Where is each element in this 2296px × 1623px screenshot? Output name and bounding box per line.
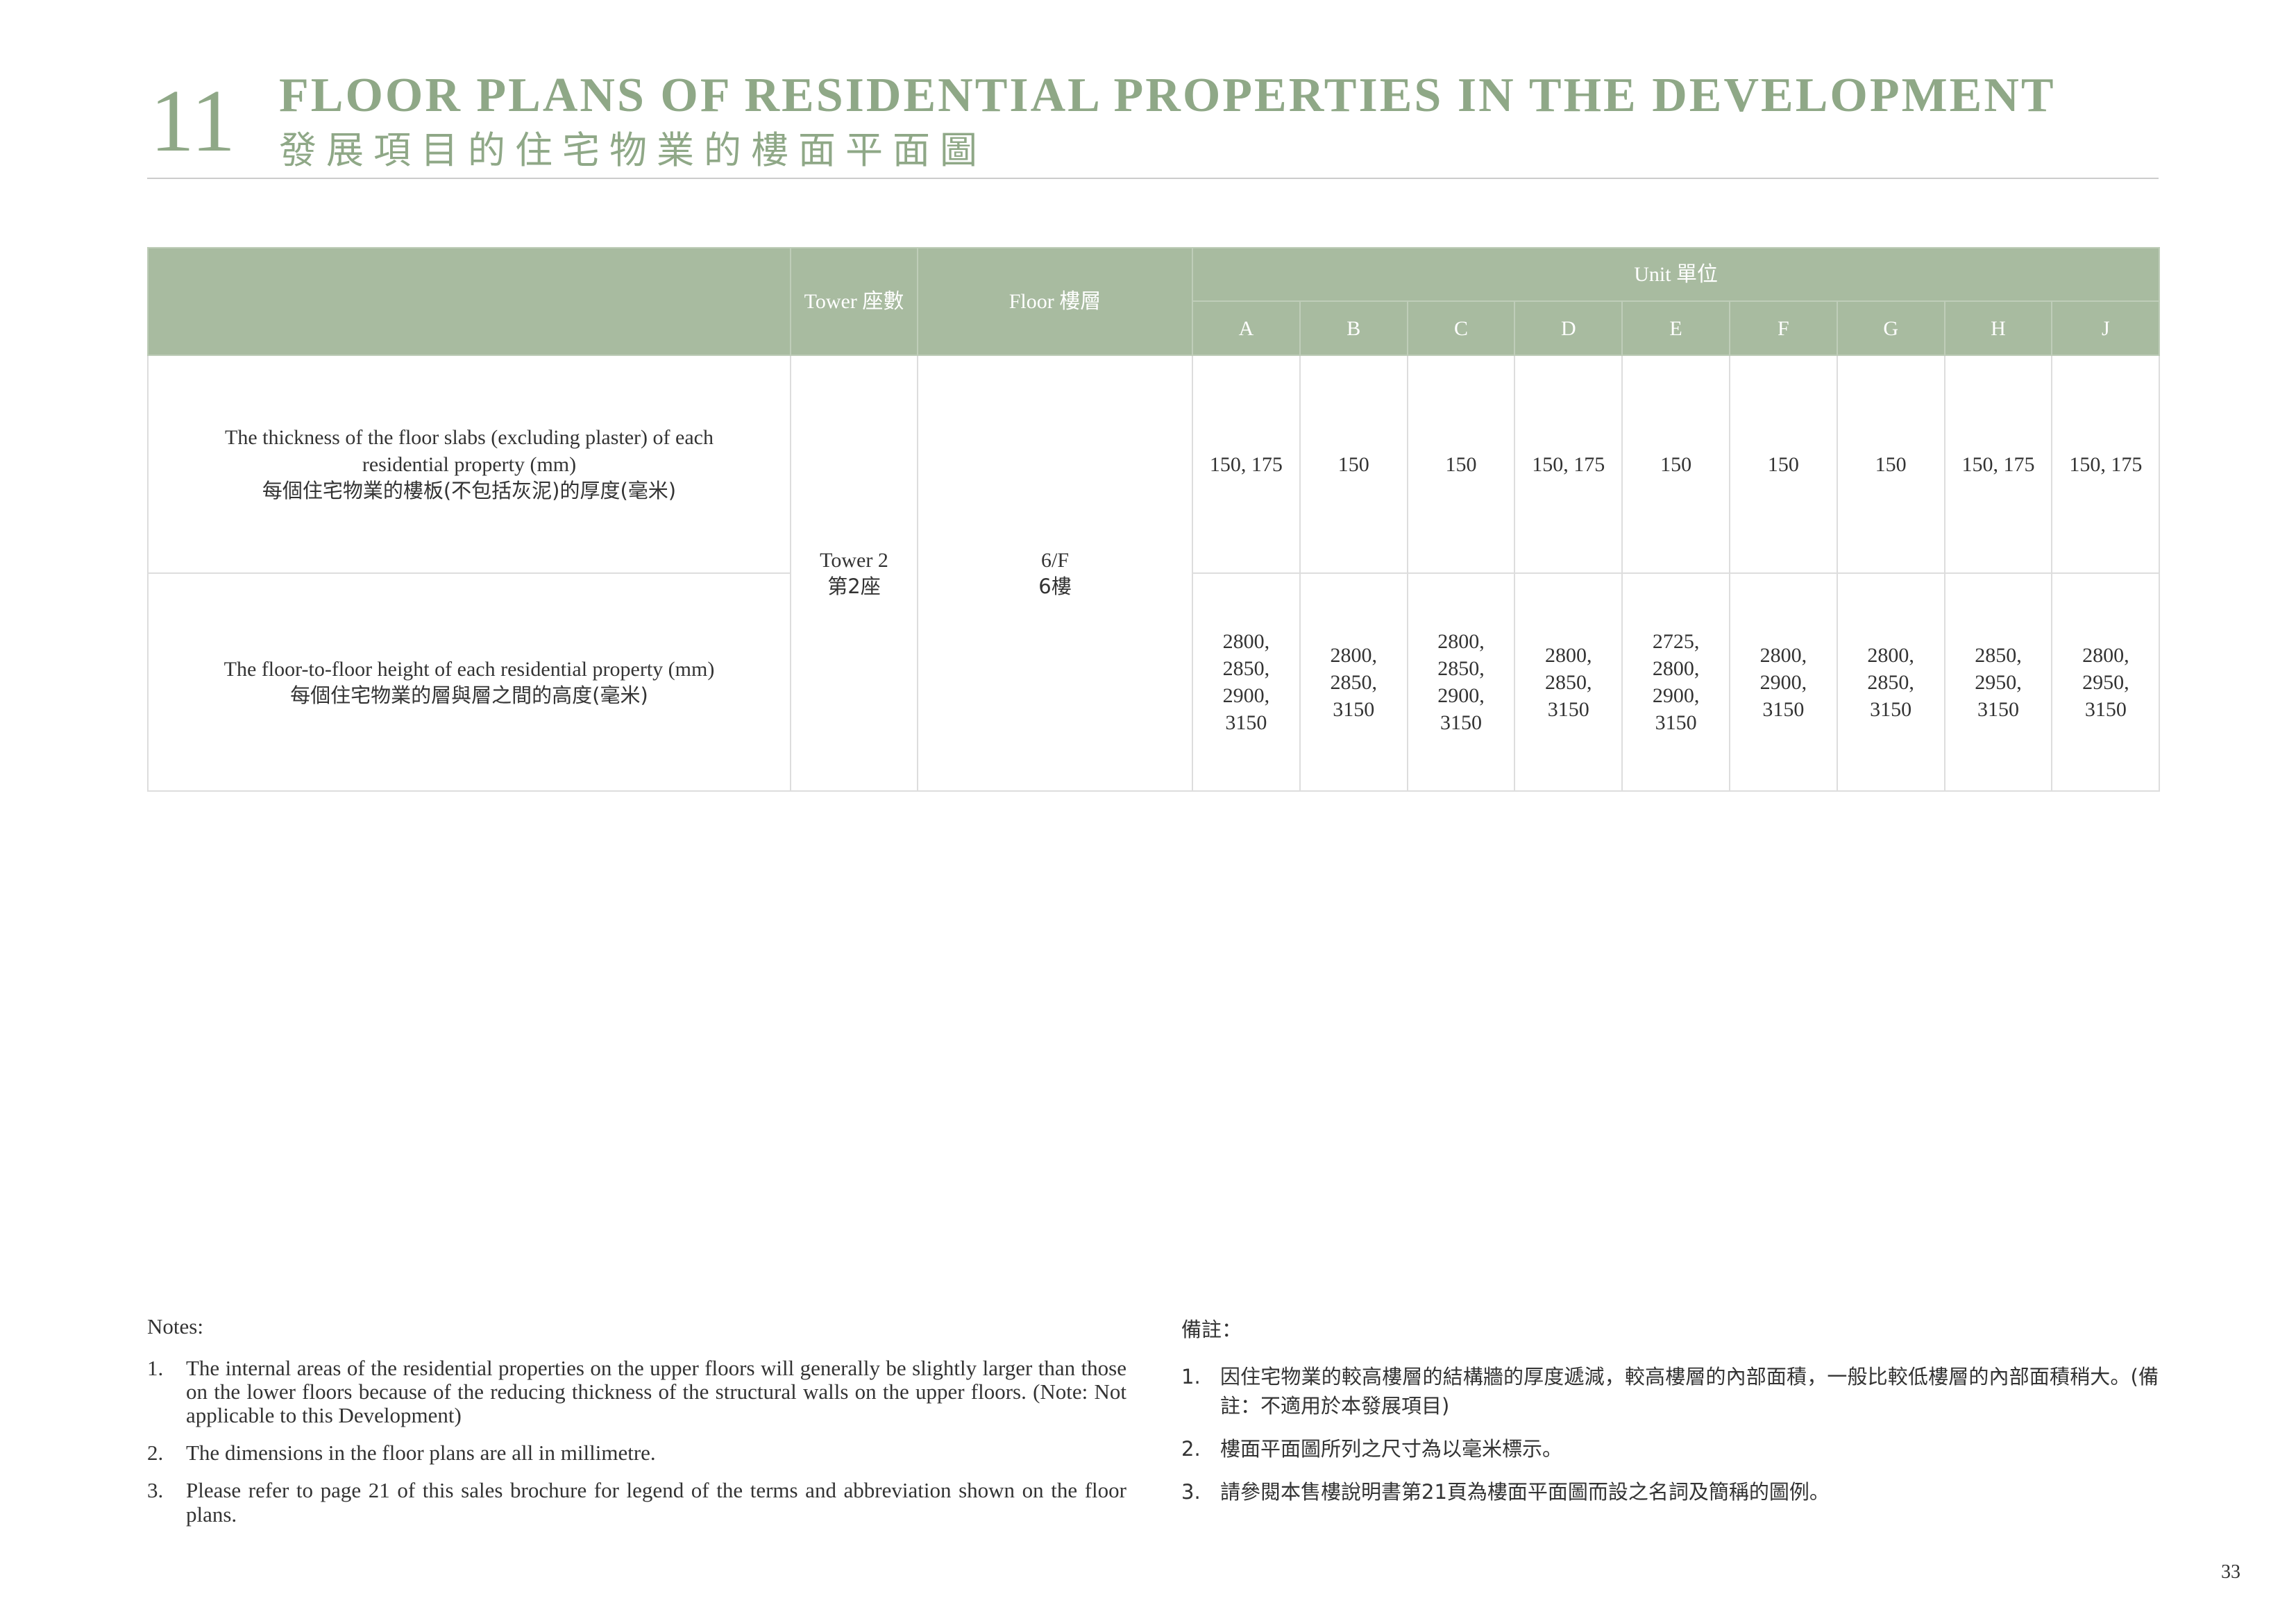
value-cell: 2800, 2850, 3150 <box>1514 572 1623 792</box>
notes-title: Notes: <box>147 1314 203 1339</box>
body-row: The thickness of the floor slabs (exclud… <box>147 355 2161 792</box>
note-item: 1. 因住宅物業的較高樓層的結構牆的厚度遞減，較高樓層的內部面積，一般比較低樓層的… <box>1181 1362 2159 1420</box>
note-text: The dimensions in the floor plans are al… <box>186 1441 656 1465</box>
notes-title: 備註： <box>1181 1318 1242 1341</box>
note-item: 2. The dimensions in the floor plans are … <box>147 1441 1126 1465</box>
title-zh: 發展項目的住宅物業的樓面平面圖 <box>279 128 987 172</box>
value-cell: 150 <box>1406 355 1516 574</box>
note-item: 3. 請參閱本售樓說明書第21頁為樓面平面圖而設之名詞及簡稱的圖例。 <box>1181 1477 2159 1506</box>
row-label: The thickness of the floor slabs (exclud… <box>147 355 791 574</box>
section-number: 11 <box>150 71 236 170</box>
page-number: 33 <box>2221 1561 2240 1583</box>
value-cell: 2725, 2800, 2900, 3150 <box>1621 572 1730 792</box>
row-label-zh: 每個住宅物業的樓板(不包括灰泥)的厚度(毫米) <box>262 479 677 503</box>
unit-header: B <box>1299 300 1408 356</box>
value-cell: 2800, 2850, 3150 <box>1836 572 1945 792</box>
header-cell: Unit 單位 <box>1191 247 2161 302</box>
note-item: 2. 樓面平面圖所列之尺寸為以毫米標示。 <box>1181 1434 2159 1463</box>
value-cell: 2800, 2850, 2900, 3150 <box>1406 572 1516 792</box>
value-cell: 2850, 2950, 3150 <box>1943 572 2053 792</box>
unit-header: G <box>1836 300 1945 356</box>
row-label-en: The floor-to-floor height of each reside… <box>223 657 715 681</box>
header-rule <box>147 178 2159 179</box>
value-cell: 150, 175 <box>1514 355 1623 574</box>
value-cell: 150, 175 <box>2051 355 2161 574</box>
header-cell: Floor 樓層 <box>917 247 1193 356</box>
unit-header: H <box>1943 300 2053 356</box>
tower-en: Tower 2 <box>820 548 888 572</box>
note-item: 3. Please refer to page 21 of this sales … <box>147 1479 1126 1526</box>
value-cell: 2800, 2950, 3150 <box>2051 572 2161 792</box>
unit-header: J <box>2051 300 2161 356</box>
value-cell: 150, 175 <box>1943 355 2053 574</box>
unit-header: D <box>1514 300 1623 356</box>
unit-header: E <box>1621 300 1730 356</box>
title-en: FLOOR PLANS OF RESIDENTIAL PROPERTIES IN… <box>279 69 2056 122</box>
table-body: The thickness of the floor slabs (exclud… <box>147 355 2161 792</box>
note-text: Please refer to page 21 of this sales br… <box>186 1478 1126 1527</box>
tower-zh: 第2座 <box>827 574 881 598</box>
row-label-zh: 每個住宅物業的層與層之間的高度(毫米) <box>290 683 648 707</box>
body-row: The floor-to-floor height of each reside… <box>147 572 2161 792</box>
value-cell: 150 <box>1621 355 1730 574</box>
unit-header: C <box>1406 300 1516 356</box>
floor-zh: 6樓 <box>1038 574 1072 598</box>
notes-en: Notes: 1. The internal areas of the resid… <box>147 1314 1126 1540</box>
unit-header: A <box>1192 300 1301 356</box>
header-cell <box>147 247 791 356</box>
value-cell: 2800, 2900, 3150 <box>1728 572 1838 792</box>
floor-cell: 6/F 6樓 <box>917 355 1193 792</box>
note-number: 2. <box>147 1441 164 1465</box>
floor-en: 6/F <box>1040 548 1070 572</box>
note-number: 1. <box>1181 1365 1201 1389</box>
note-number: 3. <box>1181 1480 1201 1504</box>
value-cell: 150 <box>1728 355 1838 574</box>
row-label-en: The thickness of the floor slabs (exclud… <box>225 426 714 477</box>
value-cell: 2800, 2850, 2900, 3150 <box>1192 572 1301 792</box>
note-text: 請參閱本售樓說明書第21頁為樓面平面圖而設之名詞及簡稱的圖例。 <box>1220 1480 1830 1504</box>
value-cell: 2800, 2850, 3150 <box>1299 572 1408 792</box>
value-cell: 150 <box>1836 355 1945 574</box>
note-number: 3. <box>147 1478 164 1503</box>
note-text: 樓面平面圖所列之尺寸為以毫米標示。 <box>1220 1437 1563 1461</box>
notes-zh: 備註： 1. 因住宅物業的較高樓層的結構牆的厚度遞減，較高樓層的內部面積，一般比較… <box>1181 1315 2159 1520</box>
value-cell: 150, 175 <box>1192 355 1301 574</box>
value-cell: 150 <box>1299 355 1408 574</box>
note-text: 因住宅物業的較高樓層的結構牆的厚度遞減，較高樓層的內部面積，一般比較低樓層的內部… <box>1220 1365 2159 1418</box>
note-text: The internal areas of the residential pr… <box>186 1356 1126 1428</box>
tower-cell: Tower 2 第2座 <box>790 355 918 792</box>
unit-header: F <box>1728 300 1838 356</box>
note-number: 1. <box>147 1356 164 1381</box>
note-item: 1. The internal areas of the residential … <box>147 1356 1126 1428</box>
note-number: 2. <box>1181 1437 1201 1461</box>
header-row: Tower 座數 Floor 樓層 Unit 單位 <box>147 247 2161 356</box>
header-cell: Tower 座數 <box>790 247 918 356</box>
row-label: The floor-to-floor height of each reside… <box>147 572 791 792</box>
